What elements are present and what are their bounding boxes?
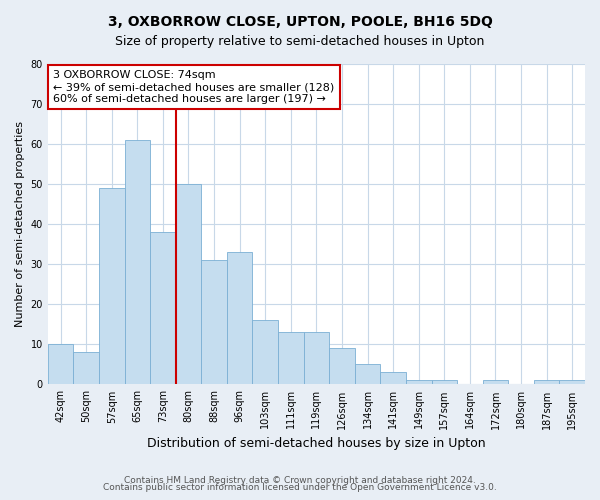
Bar [253, 320, 278, 384]
Y-axis label: Number of semi-detached properties: Number of semi-detached properties [15, 121, 25, 327]
Bar [329, 348, 355, 384]
Bar [176, 184, 201, 384]
Bar [431, 380, 457, 384]
Bar [534, 380, 559, 384]
Bar [355, 364, 380, 384]
Text: 3, OXBORROW CLOSE, UPTON, POOLE, BH16 5DQ: 3, OXBORROW CLOSE, UPTON, POOLE, BH16 5D… [107, 15, 493, 29]
Text: Size of property relative to semi-detached houses in Upton: Size of property relative to semi-detach… [115, 35, 485, 48]
Text: 3 OXBORROW CLOSE: 74sqm
← 39% of semi-detached houses are smaller (128)
60% of s: 3 OXBORROW CLOSE: 74sqm ← 39% of semi-de… [53, 70, 334, 104]
Text: Contains HM Land Registry data © Crown copyright and database right 2024.: Contains HM Land Registry data © Crown c… [124, 476, 476, 485]
Text: Contains public sector information licensed under the Open Government Licence v3: Contains public sector information licen… [103, 484, 497, 492]
Bar [150, 232, 176, 384]
Bar [559, 380, 585, 384]
Bar [304, 332, 329, 384]
Bar [99, 188, 125, 384]
X-axis label: Distribution of semi-detached houses by size in Upton: Distribution of semi-detached houses by … [147, 437, 486, 450]
Bar [73, 352, 99, 384]
Bar [482, 380, 508, 384]
Bar [227, 252, 253, 384]
Bar [380, 372, 406, 384]
Bar [48, 344, 73, 385]
Bar [406, 380, 431, 384]
Bar [278, 332, 304, 384]
Bar [125, 140, 150, 384]
Bar [201, 260, 227, 384]
